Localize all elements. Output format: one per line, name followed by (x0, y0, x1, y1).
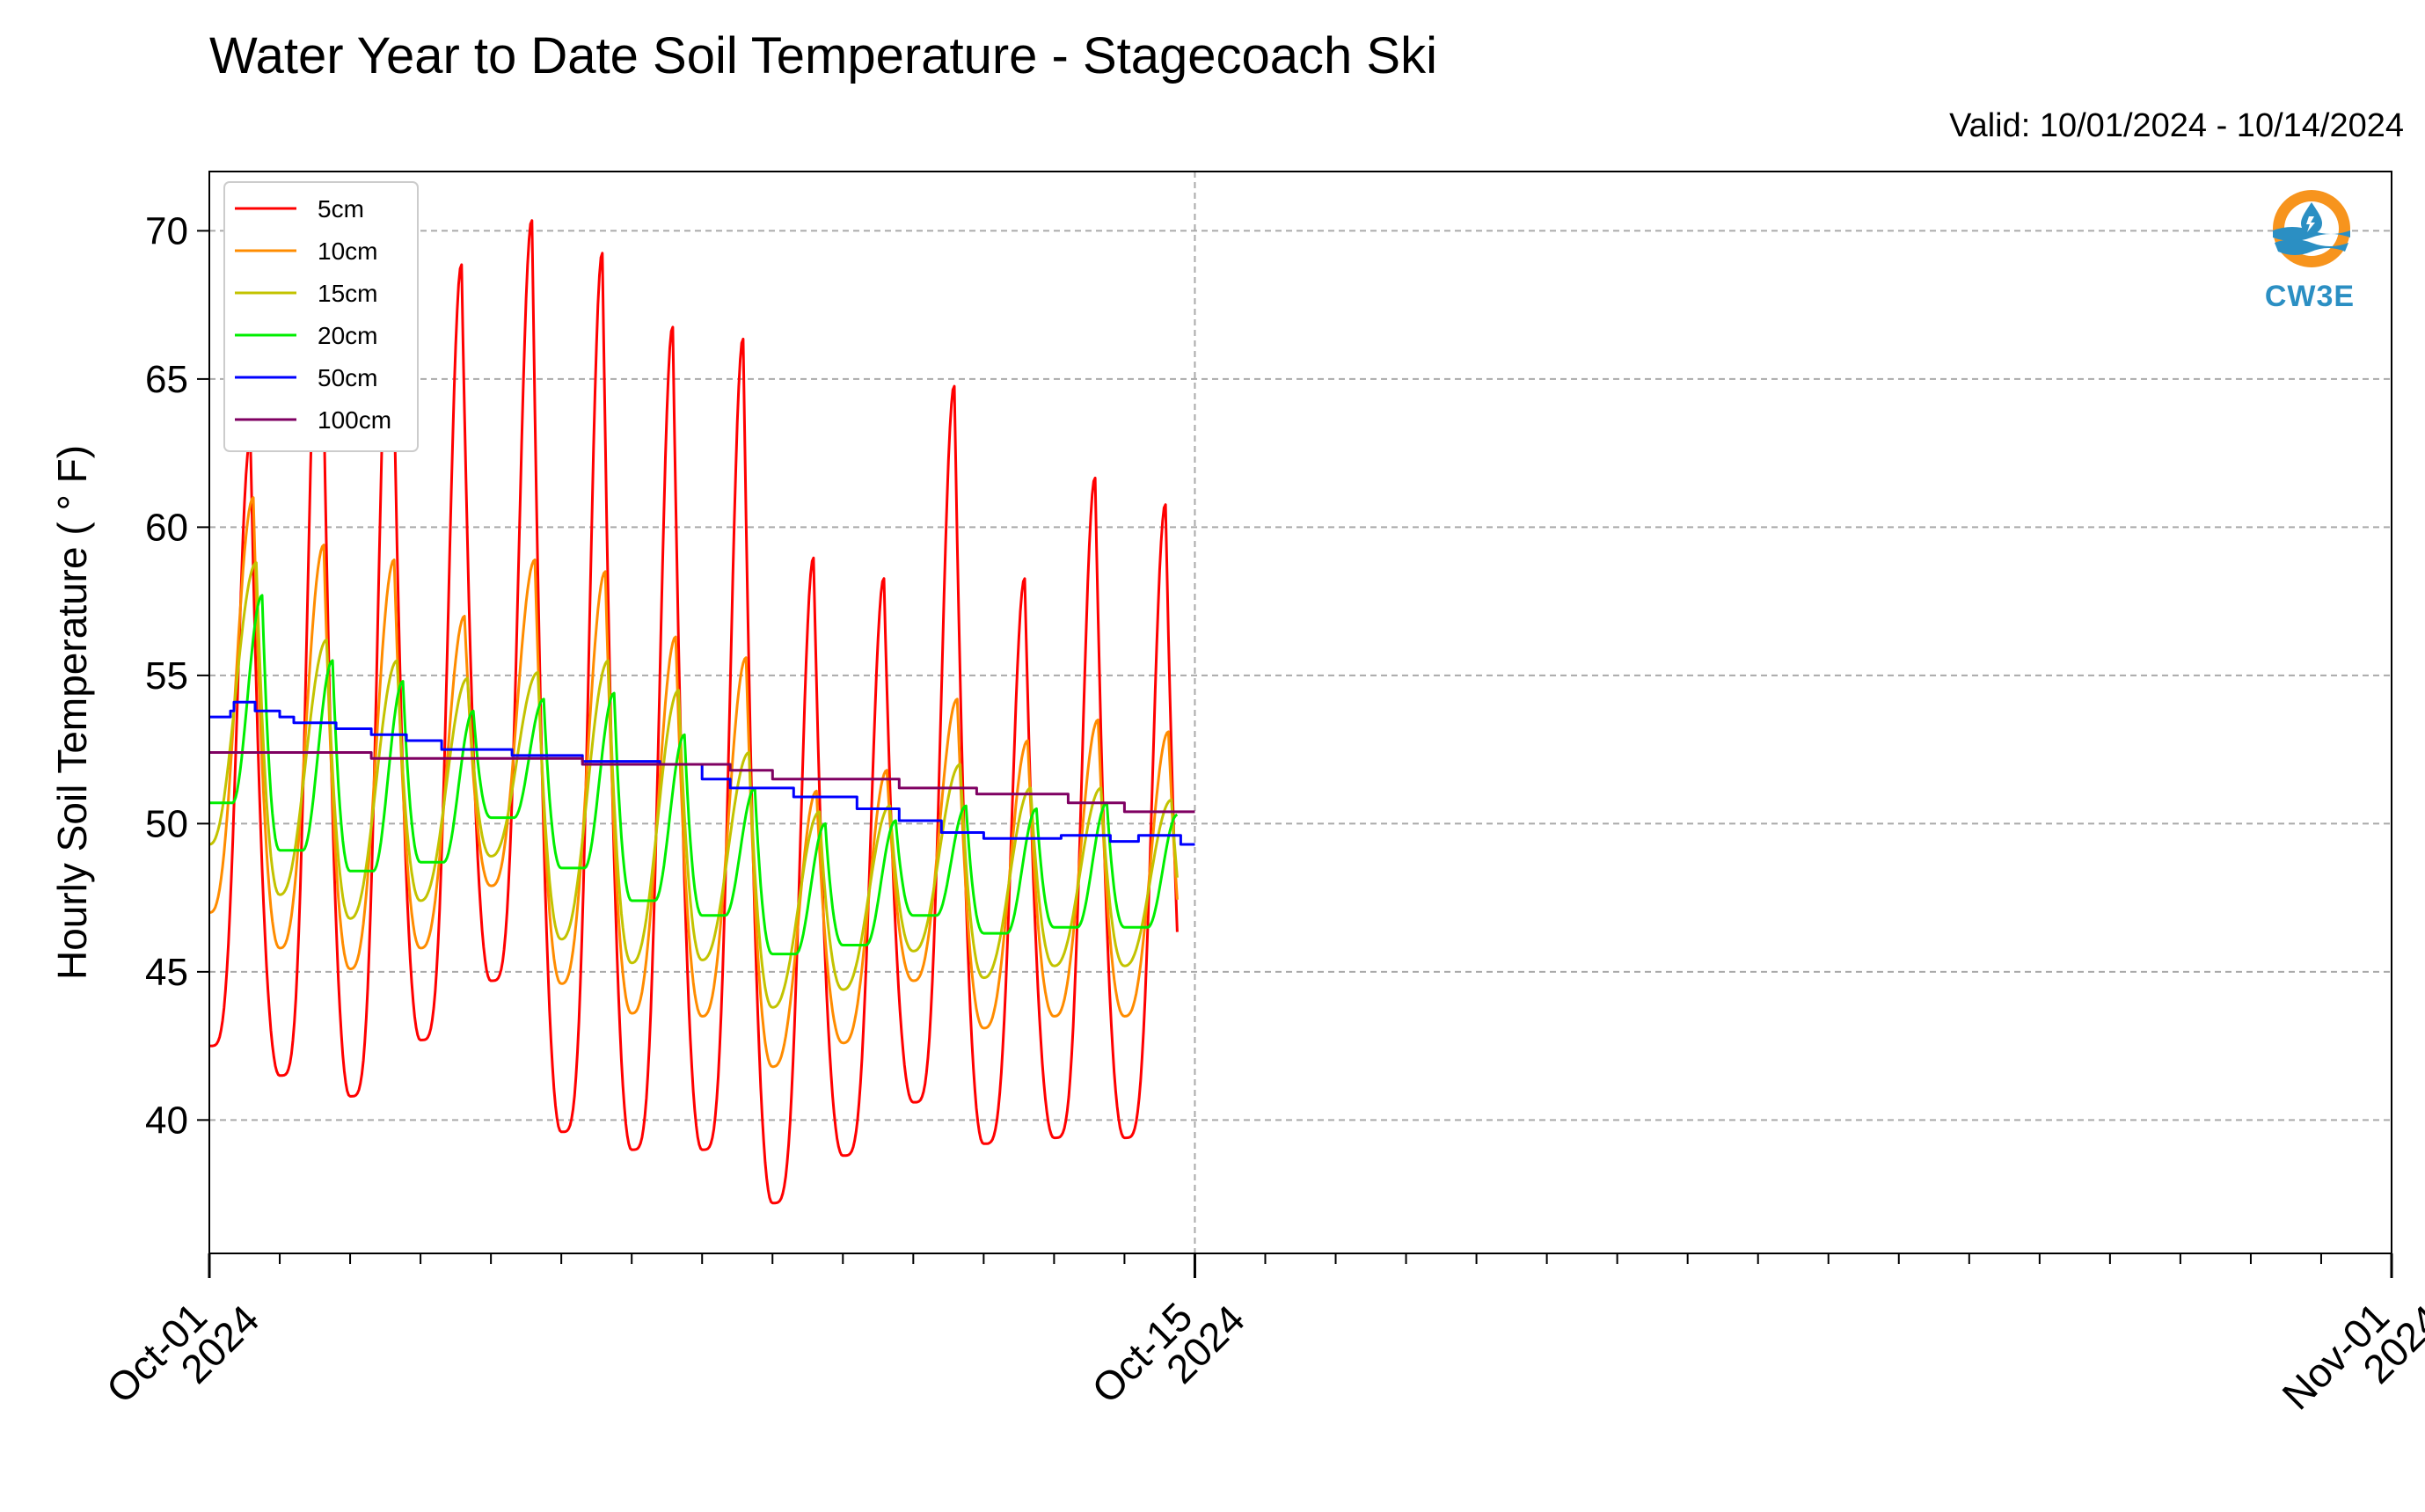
y-tick-label: 55 (145, 654, 188, 698)
legend-entry-100cm: 100cm (235, 406, 391, 434)
valid-date-range: Valid: 10/01/2024 - 10/14/2024 (1949, 107, 2404, 144)
series-line-20cm (209, 594, 1179, 956)
y-tick-label: 40 (145, 1099, 188, 1142)
legend-entry-5cm: 5cm (235, 195, 364, 223)
y-tick-label: 70 (145, 209, 188, 252)
chart-title: Water Year to Date Soil Temperature - St… (209, 27, 1437, 84)
legend-label: 10cm (318, 237, 377, 265)
y-tick-label: 60 (145, 506, 188, 549)
y-axis-label: Hourly Soil Temperature ( ° F) (49, 445, 95, 980)
legend-label: 100cm (318, 406, 391, 434)
legend-label: 15cm (318, 280, 377, 307)
legend-entry-10cm: 10cm (235, 237, 377, 265)
plot-background (209, 172, 2392, 1253)
legend-entry-50cm: 50cm (235, 364, 377, 391)
legend-entry-20cm: 20cm (235, 322, 377, 349)
series-layer (208, 219, 1195, 1205)
legend-label: 20cm (318, 322, 377, 349)
legend-entry-15cm: 15cm (235, 280, 377, 307)
plot-frame (208, 171, 2392, 1254)
legend-label: 5cm (318, 195, 364, 223)
cw3e-logo-icon (2273, 190, 2350, 267)
series-line-5cm (209, 219, 1179, 1205)
legend: 5cm 10cm 15cm 20cm 50cm 100cm (223, 181, 419, 452)
legend-label: 50cm (318, 364, 377, 391)
logo-text: CW3E (2264, 280, 2356, 313)
series-line-50cm (209, 700, 1195, 846)
y-tick-label: 65 (145, 358, 188, 401)
series-line-100cm (209, 751, 1195, 814)
y-tick-label: 50 (145, 802, 188, 845)
y-tick-label: 45 (145, 951, 188, 994)
